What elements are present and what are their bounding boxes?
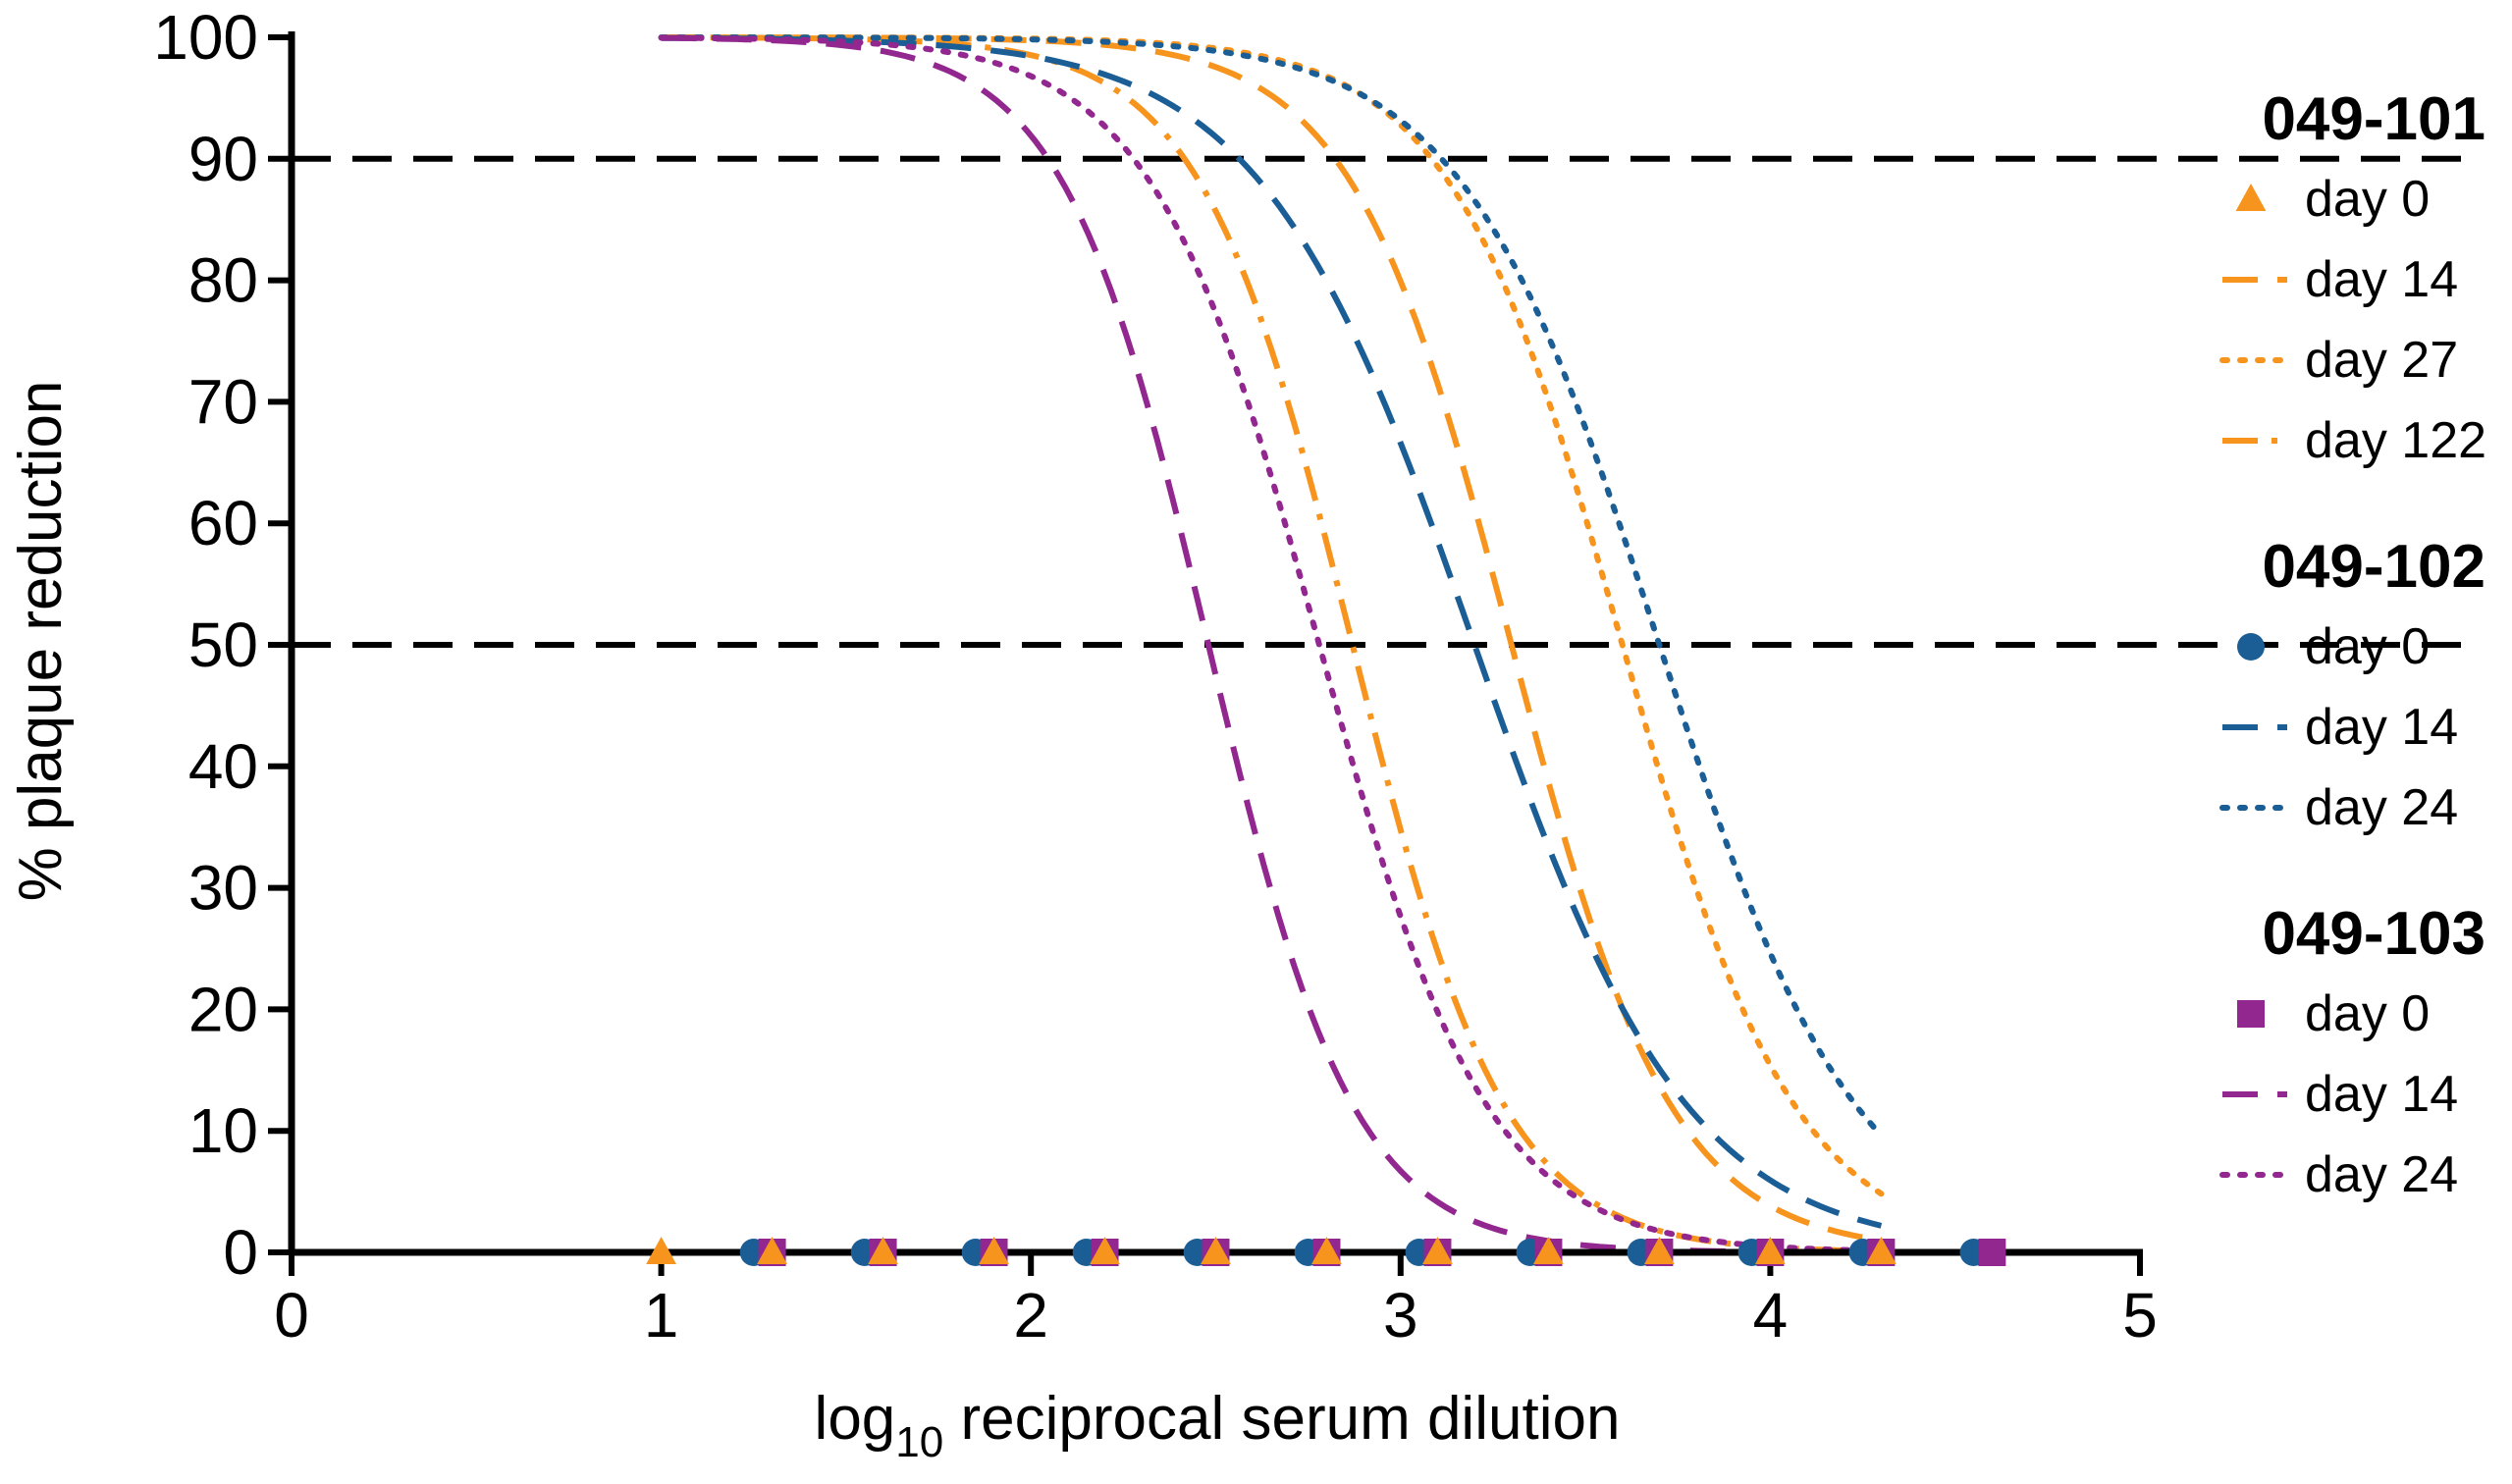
day0-point-049-101 bbox=[1755, 1237, 1786, 1264]
legend-label: day 0 bbox=[2305, 618, 2430, 675]
y-tick-label: 30 bbox=[188, 853, 258, 924]
legend-group-title: 049-102 bbox=[2262, 533, 2485, 601]
day0-point-049-101 bbox=[1644, 1237, 1675, 1264]
legend-marker-triangle bbox=[2235, 184, 2267, 211]
day0-point-049-101 bbox=[1865, 1237, 1897, 1264]
x-tick-label: 5 bbox=[2122, 1280, 2158, 1351]
legend-label: day 122 bbox=[2305, 412, 2486, 469]
x-tick-label: 0 bbox=[274, 1280, 309, 1351]
tick-labels: 0 10 20 30 40 50 60 70 80 90 100 0 1 2 3 4 5 bbox=[153, 2, 2158, 1351]
x-axis-title-rest: reciprocal serum dilution bbox=[943, 1385, 1620, 1453]
curve-049-101-day-27 bbox=[658, 34, 1885, 1197]
legend-label: day 24 bbox=[2305, 779, 2458, 836]
legend-label: day 14 bbox=[2305, 251, 2458, 308]
legend-marker-circle bbox=[2237, 633, 2265, 661]
day0-point-049-101 bbox=[1201, 1237, 1231, 1264]
axes bbox=[268, 31, 2143, 1276]
day0-point-049-101 bbox=[646, 1237, 676, 1264]
legend-label: day 0 bbox=[2305, 985, 2430, 1042]
x-tick-label: 4 bbox=[1753, 1280, 1789, 1351]
y-tick-label: 70 bbox=[188, 366, 258, 437]
legend-label: day 14 bbox=[2305, 1066, 2458, 1123]
x-axis-title-subscript: 10 bbox=[895, 1418, 943, 1466]
day0-point-049-103 bbox=[1978, 1239, 2006, 1266]
legend-group-title: 049-103 bbox=[2262, 900, 2485, 968]
day0-point-049-101 bbox=[757, 1237, 787, 1264]
y-tick-label: 40 bbox=[188, 731, 258, 802]
y-tick-label: 80 bbox=[188, 245, 258, 316]
day0-point-049-101 bbox=[1311, 1237, 1342, 1264]
curve-049-102-day-14 bbox=[661, 34, 1883, 1229]
legend: 049-101 day 0 day 14 day 27 day 122 049-102 da… bbox=[2219, 85, 2486, 1203]
day0-point-049-101 bbox=[868, 1237, 898, 1264]
curve-049-101-day-14 bbox=[661, 34, 1882, 1244]
day0-point-049-101 bbox=[1533, 1237, 1564, 1264]
day0-points bbox=[646, 1237, 2006, 1266]
legend-marker-square bbox=[2237, 1000, 2265, 1028]
y-tick-label: 50 bbox=[188, 610, 258, 680]
y-tick-label: 100 bbox=[153, 2, 258, 73]
curve-049-103-day-24 bbox=[658, 34, 1885, 1254]
y-tick-label: 10 bbox=[188, 1095, 258, 1166]
y-axis-title: % plaque reduction bbox=[7, 381, 75, 902]
x-tick-label: 3 bbox=[1383, 1280, 1418, 1351]
day0-point-049-101 bbox=[979, 1237, 1009, 1264]
x-tick-label: 2 bbox=[1013, 1280, 1048, 1351]
y-tick-label: 90 bbox=[188, 124, 258, 194]
curves bbox=[658, 34, 1885, 1255]
legend-label: day 24 bbox=[2305, 1146, 2458, 1203]
y-tick-label: 0 bbox=[223, 1217, 258, 1288]
curve-049-102-day-24 bbox=[658, 34, 1885, 1139]
legend-label: day 27 bbox=[2305, 332, 2458, 389]
day0-point-049-101 bbox=[1422, 1237, 1453, 1264]
x-axis-title-log: log bbox=[815, 1385, 896, 1453]
y-tick-label: 60 bbox=[188, 488, 258, 558]
x-tick-label: 1 bbox=[644, 1280, 679, 1351]
y-tick-label: 20 bbox=[188, 974, 258, 1044]
x-axis-title: log10 reciprocal serum dilution bbox=[815, 1385, 1621, 1466]
legend-label: day 0 bbox=[2305, 171, 2430, 228]
legend-group-title: 049-101 bbox=[2262, 85, 2485, 153]
day0-point-049-101 bbox=[1090, 1237, 1120, 1264]
legend-label: day 14 bbox=[2305, 699, 2458, 756]
curve-049-101-day-122 bbox=[661, 34, 1882, 1254]
